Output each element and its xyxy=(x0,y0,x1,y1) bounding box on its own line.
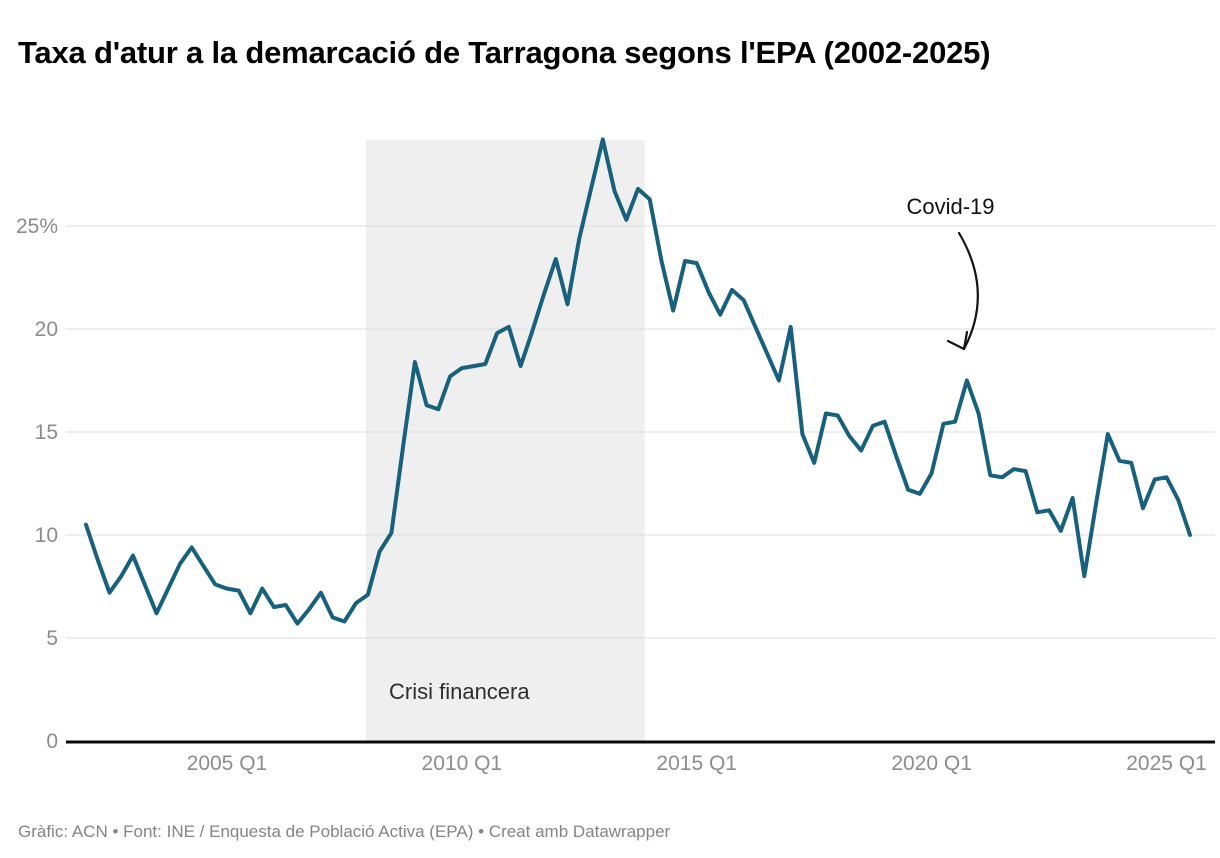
x-axis-tick-label: 2025 Q1 xyxy=(1126,752,1207,775)
y-axis-tick-label: 20 xyxy=(35,318,58,341)
x-axis-tick-label: 2005 Q1 xyxy=(187,752,268,775)
x-axis-tick-label: 2010 Q1 xyxy=(422,752,503,775)
chart-title: Taxa d'atur a la demarcació de Tarragona… xyxy=(18,34,991,70)
y-axis-tick-label: 0 xyxy=(46,730,58,753)
y-axis-tick-label: 25% xyxy=(16,215,58,238)
y-axis-tick-label: 15 xyxy=(35,421,58,444)
chart-credit-footer: Gràfic: ACN • Font: INE / Enquesta de Po… xyxy=(18,822,671,841)
unemployment-trend-line xyxy=(84,137,1192,626)
x-axis-tick-label: 2020 Q1 xyxy=(891,752,972,775)
y-axis-tick-label: 10 xyxy=(35,524,58,547)
x-axis-tick-label: 2015 Q1 xyxy=(656,752,737,775)
y-axis-tick-label: 5 xyxy=(46,627,58,650)
crisis-band xyxy=(365,140,645,741)
